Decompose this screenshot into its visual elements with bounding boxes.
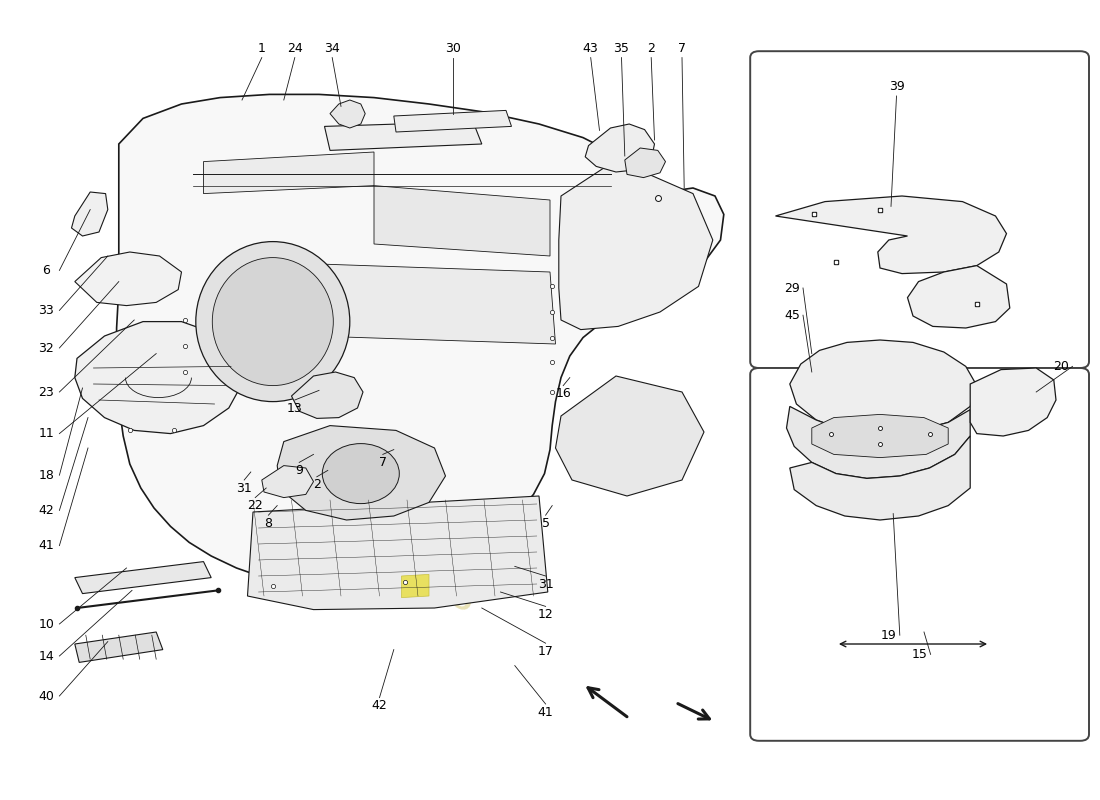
- Text: 22: 22: [248, 499, 263, 512]
- Polygon shape: [790, 340, 977, 434]
- Text: 2: 2: [647, 42, 656, 54]
- Text: 14: 14: [39, 650, 54, 662]
- Text: 2: 2: [312, 478, 321, 491]
- Text: 17: 17: [538, 645, 553, 658]
- Text: 32: 32: [39, 342, 54, 354]
- Text: 30: 30: [446, 42, 461, 54]
- Text: 31: 31: [236, 482, 252, 494]
- Polygon shape: [117, 94, 724, 584]
- FancyBboxPatch shape: [750, 368, 1089, 741]
- Text: 8: 8: [264, 517, 273, 530]
- Polygon shape: [786, 406, 970, 478]
- Polygon shape: [75, 322, 242, 434]
- Text: 33: 33: [39, 304, 54, 317]
- Text: 7: 7: [378, 456, 387, 469]
- Ellipse shape: [212, 258, 333, 386]
- Ellipse shape: [196, 242, 350, 402]
- Text: 40: 40: [39, 690, 54, 702]
- Polygon shape: [559, 160, 713, 330]
- Text: 39: 39: [889, 80, 904, 93]
- Polygon shape: [812, 414, 948, 458]
- Text: 20: 20: [1054, 360, 1069, 373]
- Text: 42: 42: [372, 699, 387, 712]
- Text: 29: 29: [784, 282, 800, 294]
- Text: 18: 18: [39, 469, 54, 482]
- Polygon shape: [204, 152, 374, 194]
- Polygon shape: [625, 148, 666, 178]
- Text: 5: 5: [541, 517, 550, 530]
- Polygon shape: [790, 436, 970, 520]
- Text: 12: 12: [538, 608, 553, 621]
- Text: 43: 43: [583, 42, 598, 54]
- Ellipse shape: [322, 443, 399, 504]
- Polygon shape: [394, 110, 512, 132]
- Text: 31: 31: [538, 578, 553, 590]
- Text: 35: 35: [614, 42, 629, 54]
- FancyBboxPatch shape: [750, 51, 1089, 368]
- Text: 16: 16: [556, 387, 571, 400]
- Text: 1: 1: [257, 42, 266, 54]
- Text: 23: 23: [39, 386, 54, 398]
- Text: 13: 13: [287, 402, 303, 414]
- Text: 9: 9: [295, 464, 304, 477]
- Polygon shape: [75, 632, 163, 662]
- Polygon shape: [75, 562, 211, 594]
- Polygon shape: [314, 264, 556, 344]
- Polygon shape: [72, 192, 108, 236]
- Polygon shape: [908, 266, 1010, 328]
- Polygon shape: [277, 426, 446, 520]
- Polygon shape: [330, 100, 365, 128]
- Text: 19: 19: [881, 629, 896, 642]
- Text: 24: 24: [287, 42, 303, 54]
- Text: 10: 10: [39, 618, 54, 630]
- Polygon shape: [292, 372, 363, 418]
- Polygon shape: [374, 186, 550, 256]
- Text: 7: 7: [678, 42, 686, 54]
- Polygon shape: [402, 574, 429, 598]
- Text: 6: 6: [42, 264, 51, 277]
- Text: 41: 41: [39, 539, 54, 552]
- Polygon shape: [556, 376, 704, 496]
- Polygon shape: [324, 122, 482, 150]
- Polygon shape: [776, 196, 1007, 274]
- Polygon shape: [262, 466, 314, 498]
- Polygon shape: [248, 496, 548, 610]
- Text: 34: 34: [324, 42, 340, 54]
- Polygon shape: [970, 368, 1056, 436]
- Polygon shape: [75, 252, 182, 306]
- Text: 42: 42: [39, 504, 54, 517]
- Text: 11: 11: [39, 427, 54, 440]
- Text: 15: 15: [912, 648, 927, 661]
- Text: a passion for parts
        since 1985: a passion for parts since 1985: [241, 478, 507, 626]
- Text: 45: 45: [784, 309, 800, 322]
- Polygon shape: [585, 124, 654, 172]
- Text: 41: 41: [538, 706, 553, 718]
